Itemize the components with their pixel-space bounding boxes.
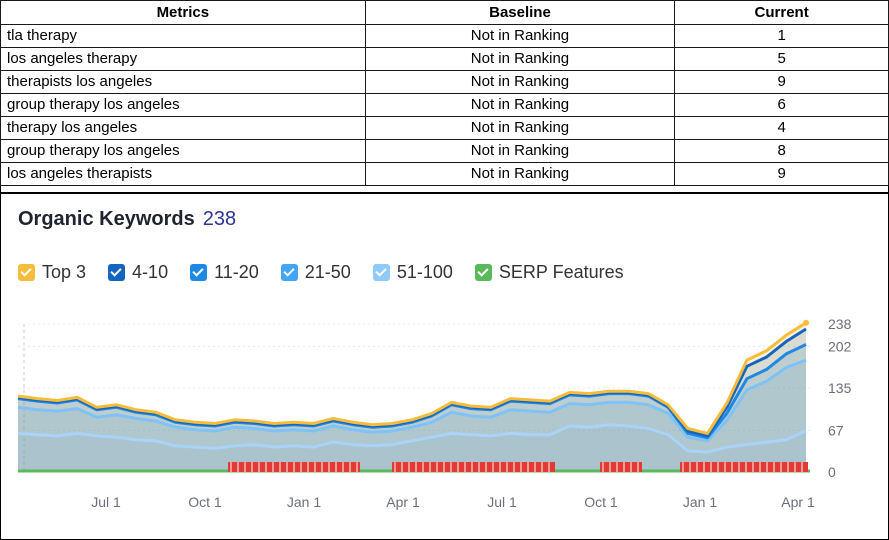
series-line (17, 423, 807, 454)
legend-top3[interactable]: Top 3 (18, 262, 86, 283)
y-tick-label: 202 (828, 338, 852, 354)
x-tick-label: Apr 1 (781, 494, 815, 510)
metric-cell: therapists los angeles (0, 70, 366, 94)
header-current: Current (674, 0, 889, 25)
current-cell: 8 (674, 139, 889, 163)
y-tick-label: 67 (828, 422, 844, 438)
series-line (17, 358, 807, 443)
legend-label: Top 3 (42, 262, 87, 282)
x-tick-label: Jan 1 (287, 494, 321, 510)
legend-label: 11-20 (214, 262, 259, 282)
table-row: los angeles therapy Not in Ranking 5 (0, 47, 889, 71)
table-row: group therapy los angeles Not in Ranking… (0, 139, 889, 163)
legend-label: 4-10 (132, 262, 169, 282)
legend-21-50[interactable]: 21-50 (280, 262, 351, 283)
series-end-point (803, 319, 809, 326)
checkbox-icon[interactable] (474, 264, 492, 281)
legend-4-10[interactable]: 4-10 (108, 262, 168, 283)
x-tick-label: Jul 1 (91, 494, 121, 510)
checkbox-icon[interactable] (190, 264, 208, 281)
keyword-count: 238 (202, 208, 237, 230)
table-row: tla therapy Not in Ranking 1 (0, 24, 889, 48)
current-cell: 6 (674, 93, 889, 117)
series-area (18, 344, 806, 472)
metric-cell: group therapy los angeles (0, 139, 366, 163)
x-tick-label: Oct 1 (584, 494, 618, 510)
metric-cell: group therapy los angeles (0, 93, 366, 117)
checkbox-icon[interactable] (280, 264, 298, 281)
x-tick-label: Oct 1 (188, 494, 222, 510)
baseline-cell: Not in Ranking (364, 93, 676, 117)
series-line (17, 321, 807, 435)
table-row: los angeles therapists Not in Ranking 9 (0, 162, 889, 186)
plot-area (18, 324, 810, 472)
checkbox-icon[interactable] (18, 264, 35, 281)
current-cell: 9 (674, 162, 889, 186)
metric-cell: los angeles therapists (0, 162, 366, 186)
current-cell: 4 (674, 116, 889, 140)
chart-legend: Top 3 4-10 11-20 21-50 51-100 SERP Featu… (18, 262, 624, 283)
panel-title: Organic Keywords 238 (18, 208, 236, 231)
baseline-cell: Not in Ranking (364, 139, 676, 163)
series-area (18, 424, 806, 472)
series-area (18, 322, 806, 472)
legend-label: 21-50 (304, 262, 351, 282)
section-divider (0, 192, 889, 194)
table-row: therapists los angeles Not in Ranking 9 (0, 70, 889, 94)
y-tick-label: 238 (828, 316, 852, 332)
current-cell: 1 (674, 24, 889, 48)
checkbox-icon[interactable] (108, 264, 126, 281)
metric-cell: tla therapy (0, 24, 366, 48)
legend-serp-features[interactable]: SERP Features (474, 262, 624, 283)
organic-keywords-chart: 0 67 135 202 238 Jul 1 Oct 1 Jan 1 Apr 1 Jul 1 Oct… (17, 316, 852, 510)
legend-51-100[interactable]: 51-100 (372, 262, 453, 283)
table-header-row: Metrics Baseline Current (0, 0, 889, 25)
legend-11-20[interactable]: 11-20 (190, 262, 259, 283)
legend-label: SERP Features (498, 262, 624, 282)
serp-flag-band (392, 462, 555, 472)
baseline-cell: Not in Ranking (364, 70, 676, 94)
legend-label: 51-100 (396, 262, 453, 282)
metric-cell: therapy los angeles (0, 116, 366, 140)
x-tick-label: Jan 1 (683, 494, 717, 510)
header-baseline: Baseline (364, 0, 676, 25)
baseline-cell: Not in Ranking (364, 24, 676, 48)
checkbox-icon[interactable] (372, 264, 390, 281)
serp-flag-band (680, 462, 808, 472)
y-tick-label: 135 (828, 380, 852, 396)
current-cell: 5 (674, 47, 889, 71)
metrics-table: Metrics Baseline Current tla therapy Not… (0, 0, 889, 186)
series-area (18, 360, 806, 472)
baseline-cell: Not in Ranking (364, 162, 676, 186)
y-tick-label: 0 (828, 464, 836, 480)
table-row: therapy los angeles Not in Ranking 4 (0, 116, 889, 140)
metric-cell: los angeles therapy (0, 47, 366, 71)
series-area (18, 329, 806, 472)
table-row: group therapy los angeles Not in Ranking… (0, 93, 889, 117)
serp-flag-band (600, 462, 642, 472)
panel-title-text: Organic Keywords (18, 208, 195, 230)
baseline-cell: Not in Ranking (364, 47, 676, 71)
x-tick-label: Jul 1 (487, 494, 517, 510)
baseline-cell: Not in Ranking (364, 116, 676, 140)
current-cell: 9 (674, 70, 889, 94)
header-metrics: Metrics (0, 0, 366, 25)
x-tick-label: Apr 1 (386, 494, 420, 510)
